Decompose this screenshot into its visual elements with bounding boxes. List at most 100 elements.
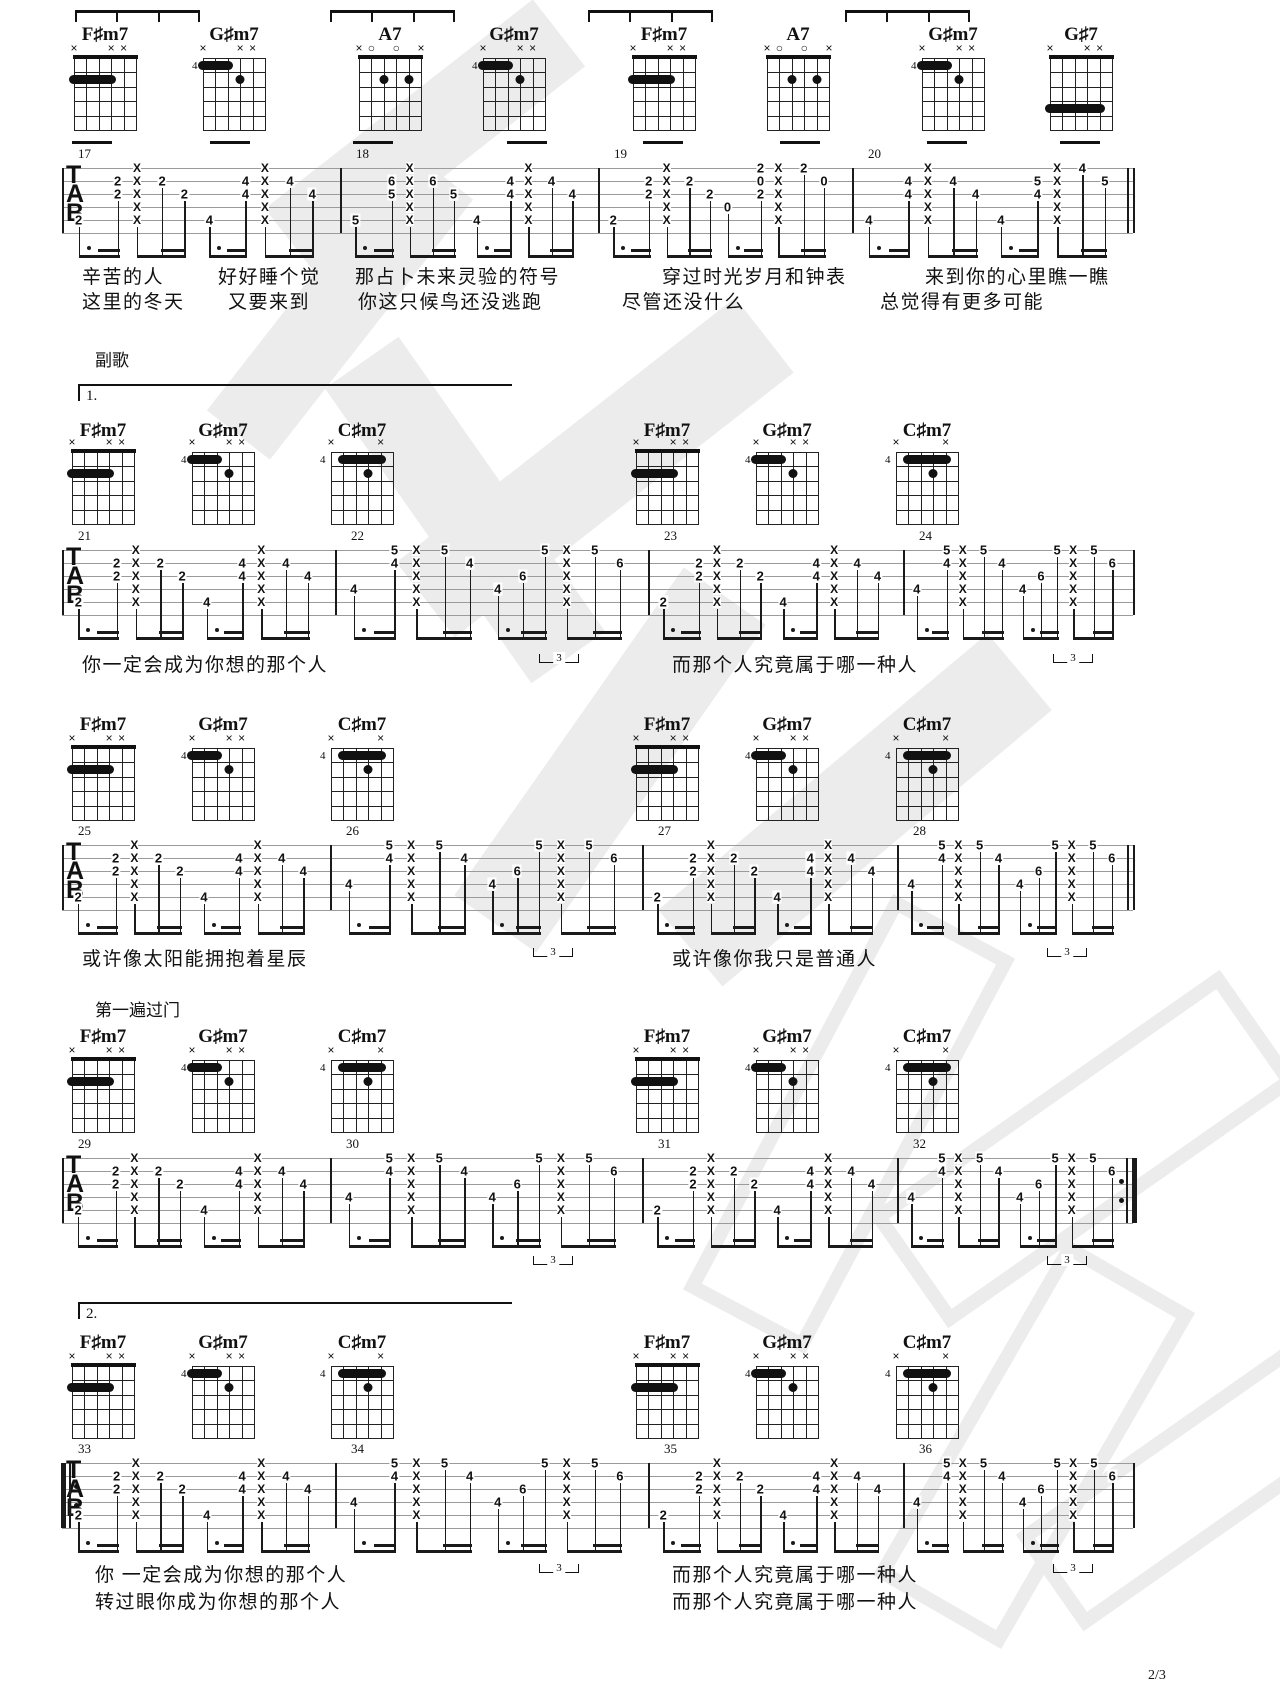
chord-fret-label: 4: [181, 750, 187, 762]
muted-strum-x: X: [830, 543, 839, 557]
header-beam-tick: [845, 13, 847, 22]
tab-fret-number: 4: [772, 1202, 782, 1218]
note-stem: [1092, 1165, 1095, 1248]
rhythm-beam-partial: [374, 631, 397, 634]
chord-fret-label: 4: [320, 1368, 326, 1380]
barline-end: [1133, 168, 1135, 233]
tab-fret-number: 4: [199, 889, 209, 905]
muted-strum-x: X: [260, 213, 269, 227]
note-stem: [594, 557, 597, 640]
muted-strum-x: X: [257, 1456, 266, 1470]
triplet-number: 3: [553, 652, 565, 664]
tab-fret-number: 4: [459, 850, 469, 866]
note-stem: [539, 852, 541, 935]
chord-grid-line: [134, 748, 135, 820]
chord-grid-line: [192, 805, 255, 807]
chord-grid-line: [636, 762, 699, 764]
chord-grid-line: [252, 58, 254, 130]
muted-strum-x: X: [524, 200, 533, 214]
muted-strum-x: X: [257, 1508, 266, 1522]
header-beam-tick: [968, 13, 970, 22]
chord-barre: [631, 1383, 679, 1393]
note-stem: [432, 188, 435, 258]
rhythm-dot: [919, 923, 924, 927]
rhythm-beam-partial: [157, 926, 182, 929]
tab-fret-number: 4: [948, 173, 958, 189]
muted-strum-x: X: [830, 1508, 839, 1522]
note-stem: [179, 1191, 182, 1248]
muted-strum-x: X: [130, 1203, 139, 1217]
string-mute-mark: ×: [892, 1349, 900, 1363]
chord-fret-label: 4: [181, 1368, 187, 1380]
note-stem: [257, 1217, 260, 1248]
string-mute-mark: ×: [789, 1349, 797, 1363]
chord-grid-line: [922, 72, 985, 74]
tab-fret-number: 2: [644, 173, 654, 189]
chord-grid-line: [636, 1438, 699, 1439]
chord-name: A7: [786, 24, 810, 45]
muted-strum-x: X: [130, 864, 139, 878]
chord-grid-line: [203, 58, 204, 130]
chord-grid-line: [908, 452, 910, 524]
chord-grid-line: [192, 1088, 255, 1090]
muted-strum-x: X: [774, 174, 783, 188]
chord-grid-line: [636, 466, 699, 468]
muted-strum-x: X: [131, 1482, 140, 1496]
rhythm-dot: [785, 1236, 790, 1240]
muted-strum-x: X: [130, 1164, 139, 1178]
measure-number: 23: [664, 528, 677, 543]
muted-strum-x: X: [1069, 1456, 1078, 1470]
string-mute-mark: ×: [789, 435, 797, 449]
muted-strum-x: X: [412, 556, 421, 570]
muted-strum-x: X: [131, 556, 140, 570]
chord-grid-line: [1050, 115, 1113, 117]
tab-fret-number: 4: [298, 863, 308, 879]
tab-fret-number: 5: [937, 1150, 947, 1166]
tab-fret-number: 4: [846, 1163, 856, 1179]
chord-grid-line: [192, 748, 193, 820]
tab-fret-number: 6: [518, 1481, 528, 1497]
string-mute-mark: ×: [120, 41, 128, 55]
note-stem: [851, 865, 853, 935]
tab-fret-number: 4: [384, 850, 394, 866]
barline: [648, 1463, 650, 1528]
rhythm-beam-partial: [1081, 249, 1107, 252]
chord-grid-line: [636, 748, 637, 820]
note-stem: [206, 1522, 209, 1553]
note-stem: [941, 1178, 944, 1248]
tab-fret-number: 4: [277, 850, 287, 866]
muted-strum-x: X: [954, 851, 963, 865]
tab-fret-number: 4: [903, 186, 913, 202]
string-mute-mark: ×: [892, 731, 900, 745]
muted-strum-x: X: [562, 1508, 571, 1522]
note-stem: [444, 557, 446, 640]
chord-grid-line: [636, 1380, 699, 1382]
muted-strum-x: X: [562, 556, 571, 570]
chord-grid-line: [685, 452, 687, 524]
tab-fret-number: 4: [872, 1481, 883, 1497]
chord-grid-line: [254, 1366, 255, 1438]
rhythm-dot: [363, 246, 368, 250]
chord-grid-line: [359, 115, 422, 117]
barline-end: [1126, 1158, 1128, 1223]
rhythm-beam-partial: [587, 1239, 616, 1242]
note-stem: [522, 1496, 525, 1553]
chord-grid-line: [933, 1060, 935, 1132]
string-mute-mark: ×: [1083, 41, 1091, 55]
chord-grid-line: [134, 452, 135, 524]
chord-grid-line: [331, 1380, 394, 1382]
chord-grid-line: [660, 452, 662, 524]
chord-nut: [635, 1057, 700, 1061]
muted-strum-x: X: [958, 1456, 967, 1470]
measure-number: 35: [664, 1441, 677, 1456]
string-mute-mark: ×: [118, 1349, 126, 1363]
note-stem: [303, 878, 305, 935]
note-stem: [206, 609, 209, 640]
tab-fret-number: 5: [974, 1150, 985, 1166]
rhythm-beam: [353, 1550, 397, 1553]
tab-fret-number: 4: [937, 1163, 947, 1179]
rhythm-beam-partial: [849, 1239, 874, 1242]
rhythm-beam-partial: [978, 926, 1001, 929]
chord-grid-line: [192, 495, 255, 497]
rhythm-beam: [716, 1550, 763, 1553]
